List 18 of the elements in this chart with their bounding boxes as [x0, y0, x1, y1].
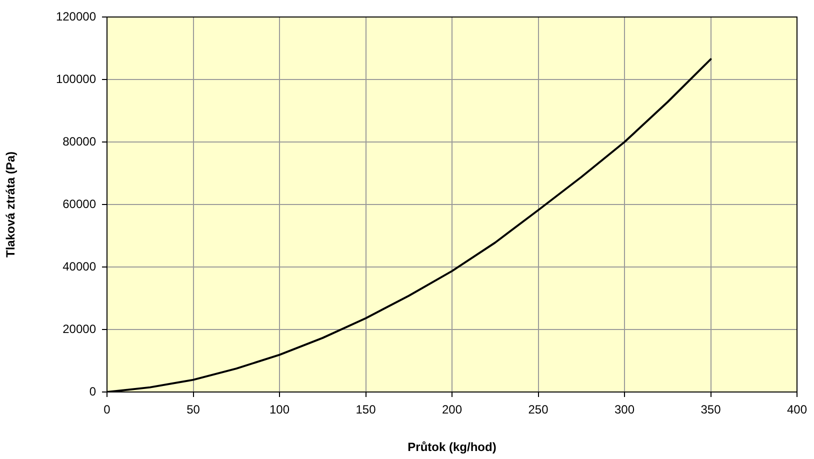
x-tick-label: 50 — [186, 402, 200, 417]
y-tick-label: 80000 — [62, 134, 96, 148]
x-tick-label: 200 — [442, 402, 462, 417]
x-axis-title: Průtok (kg/hod) — [408, 440, 496, 454]
y-axis-title: Tlaková ztráta (Pa) — [4, 151, 18, 258]
y-tick-label: 120000 — [56, 9, 96, 24]
y-tick-label: 40000 — [62, 259, 96, 274]
x-tick-label: 0 — [104, 402, 111, 417]
y-tick-label: 100000 — [56, 72, 96, 86]
y-tick-label: 0 — [89, 384, 96, 398]
x-tick-label: 150 — [356, 402, 376, 417]
x-tick-label: 250 — [528, 402, 549, 417]
y-tick-label: 20000 — [62, 322, 96, 336]
x-tick-label: 350 — [700, 402, 722, 417]
y-tick-label: 60000 — [62, 196, 96, 211]
x-tick-label: 300 — [614, 402, 635, 417]
x-tick-label: 400 — [786, 402, 808, 417]
x-tick-label: 100 — [269, 402, 290, 417]
